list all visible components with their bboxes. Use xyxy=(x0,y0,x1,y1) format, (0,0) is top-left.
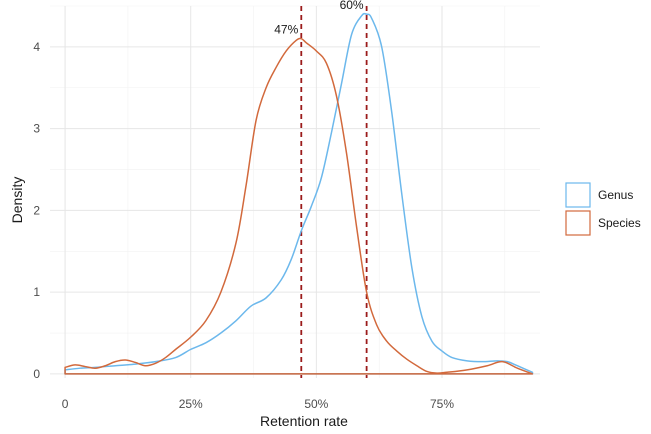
grid xyxy=(50,5,540,378)
series-genus-curve xyxy=(64,12,534,375)
y-tick-label: 1 xyxy=(33,285,40,299)
legend: Genus Species xyxy=(565,182,641,236)
reference-lines: 47% 60% xyxy=(274,0,368,378)
legend-label-species: Species xyxy=(598,216,641,230)
y-tick-label: 3 xyxy=(33,122,40,136)
y-axis-ticks: 0 1 2 3 4 xyxy=(33,40,40,381)
x-axis-ticks: 0 25% 50% 75% xyxy=(62,397,455,411)
legend-key-species xyxy=(565,210,591,236)
x-tick-label: 75% xyxy=(430,397,454,411)
reference-label: 47% xyxy=(274,23,298,37)
x-tick-label: 50% xyxy=(304,397,328,411)
legend-label-genus: Genus xyxy=(598,188,633,202)
x-axis-title: Retention rate xyxy=(260,413,348,429)
legend-key-genus xyxy=(565,182,591,208)
y-axis-title: Density xyxy=(9,177,25,224)
x-tick-label: 0 xyxy=(62,397,69,411)
series-layer xyxy=(64,12,534,375)
y-tick-label: 0 xyxy=(33,367,40,381)
series-species-curve xyxy=(64,37,534,375)
y-tick-label: 4 xyxy=(33,40,40,54)
x-tick-label: 25% xyxy=(179,397,203,411)
y-tick-label: 2 xyxy=(33,203,40,217)
reference-label: 60% xyxy=(340,0,364,12)
